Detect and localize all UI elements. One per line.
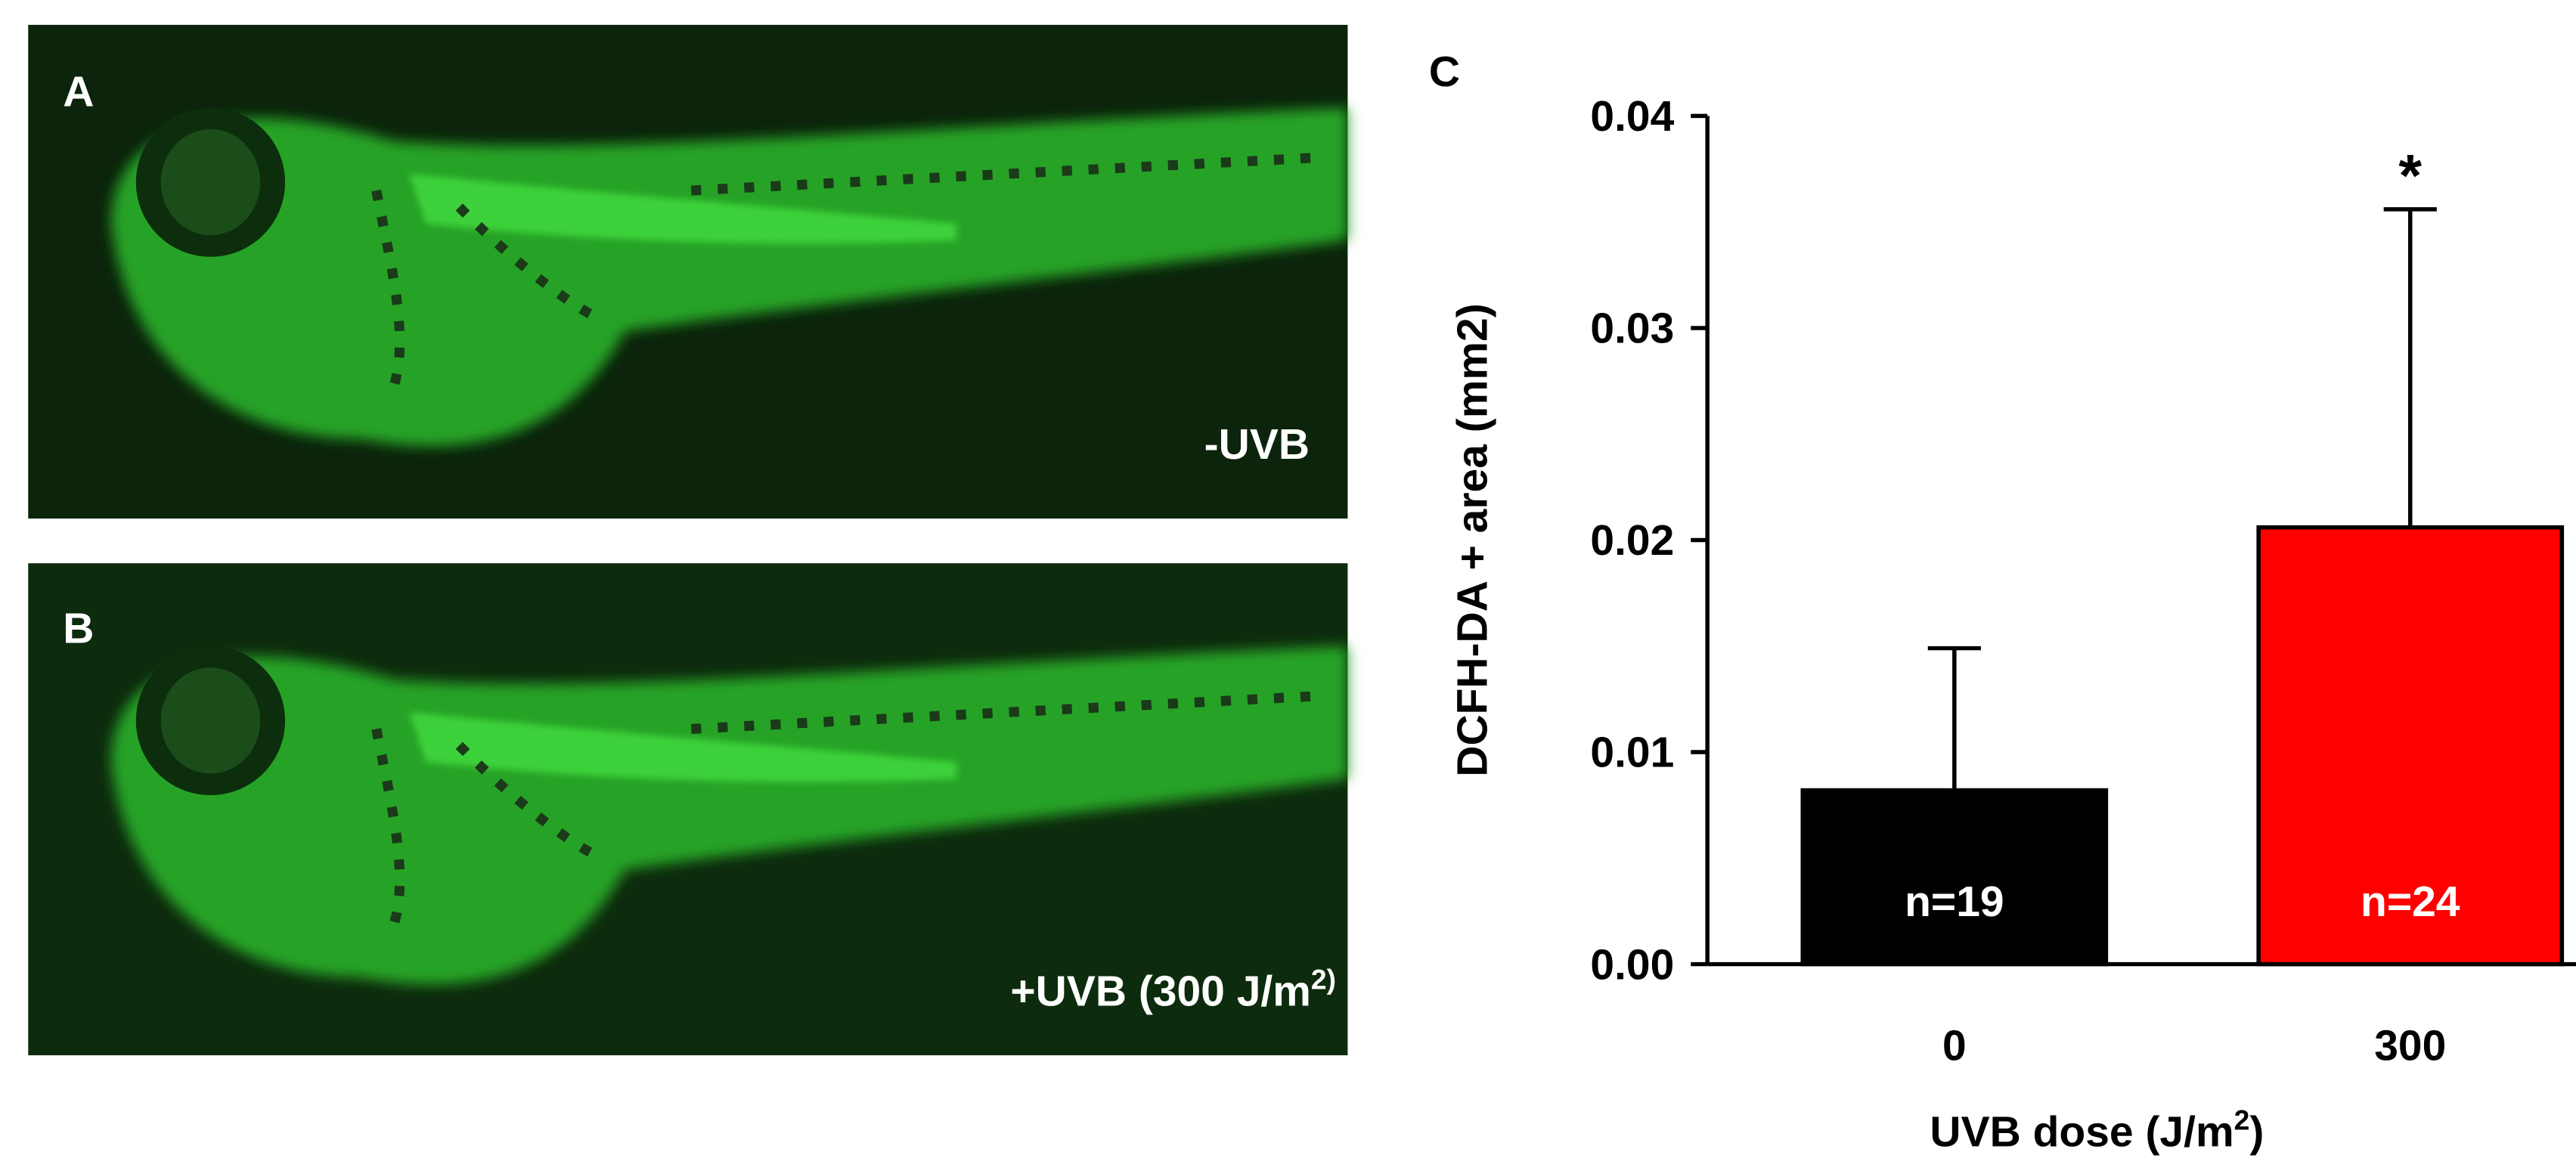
y-tick-label: 0.02 — [1590, 516, 1674, 565]
x-tick-label: 0 — [1942, 1022, 1967, 1070]
significance: * — [2398, 142, 2422, 209]
y-tick-label: 0.04 — [1590, 92, 1674, 141]
x-tick-label: 300 — [2374, 1022, 2446, 1070]
x-label-end: ) — [2249, 1108, 2264, 1156]
panel-label: B — [63, 604, 94, 652]
panel-caption: -UVB — [1204, 420, 1310, 469]
panel-label: A — [63, 67, 94, 116]
caption-superscript: 2) — [1311, 963, 1336, 995]
bar-label: n=24 — [2361, 878, 2460, 926]
x-label-text: UVB dose (J/m — [1930, 1108, 2233, 1156]
bar — [1800, 788, 2109, 967]
y-tick-label: 0.00 — [1590, 940, 1674, 989]
panel-a: A -UVB — [28, 24, 1347, 519]
caption-text: +UVB (300 J/m — [1010, 967, 1311, 1015]
panel-label: C — [1429, 48, 1460, 96]
x-label-superscript: 2 — [2234, 1104, 2250, 1136]
x-axis-label: UVB dose (J/m2) — [1930, 1104, 2264, 1156]
panel-b: B +UVB (300 J/m2) — [28, 563, 1347, 1056]
y-axis-label: DCFH-DA + area (mm2) — [1449, 303, 1497, 776]
panel-caption: +UVB (300 J/m2) — [1010, 963, 1336, 1015]
bar — [2256, 525, 2565, 967]
y-tick-label: 0.01 — [1590, 729, 1674, 777]
y-tick-label: 0.03 — [1590, 305, 1674, 353]
bar-label: n=19 — [1905, 878, 2004, 926]
